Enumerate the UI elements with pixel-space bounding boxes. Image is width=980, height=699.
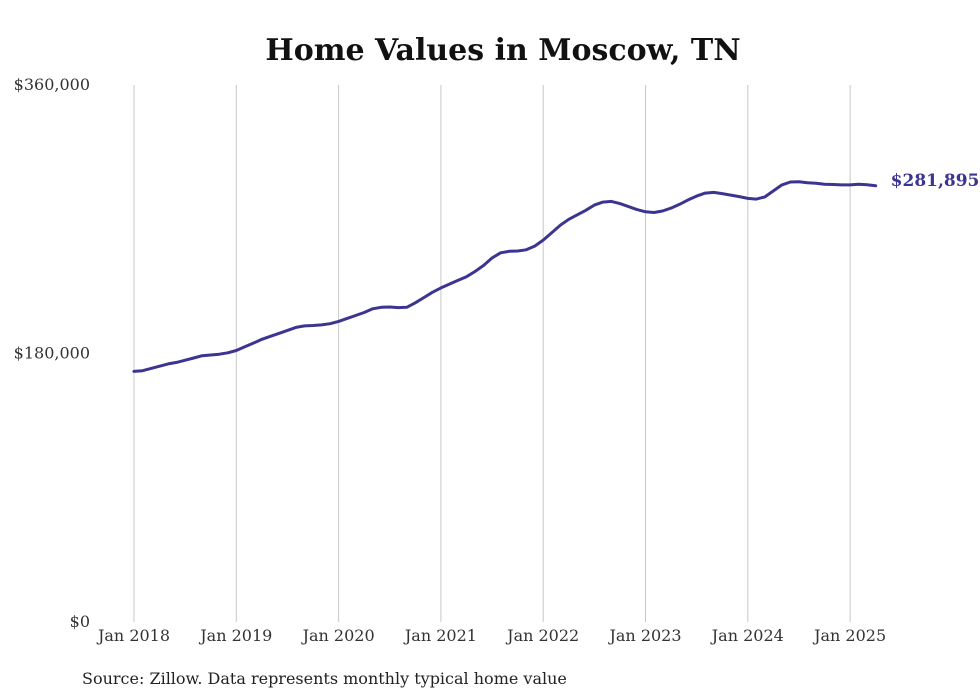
x-axis-ticks: Jan 2018 Jan 2019 Jan 2020 Jan 2021 Jan 2022… [96, 626, 886, 645]
y-axis-ticks: $0 $180,000 $360,000 [14, 75, 90, 631]
series-line [132, 180, 878, 373]
x-tick-label: Jan 2023 [607, 626, 681, 645]
x-tick-label: Jan 2018 [96, 626, 170, 645]
x-tick-label: Jan 2024 [710, 626, 784, 645]
x-tick-label: Jan 2020 [301, 626, 375, 645]
y-tick-label: $180,000 [14, 344, 90, 363]
x-tick-label: Jan 2019 [198, 626, 272, 645]
source-note: Source: Zillow. Data represents monthly … [82, 669, 567, 688]
chart-title: Home Values in Moscow, TN [265, 33, 740, 68]
y-tick-label: $360,000 [14, 75, 90, 94]
end-value-label: $281,895 [891, 171, 980, 191]
x-tick-label: Jan 2025 [812, 626, 886, 645]
x-tick-label: Jan 2022 [505, 626, 579, 645]
x-tick-label: Jan 2021 [403, 626, 477, 645]
y-tick-label: $0 [70, 612, 90, 631]
gridlines [133, 85, 851, 622]
